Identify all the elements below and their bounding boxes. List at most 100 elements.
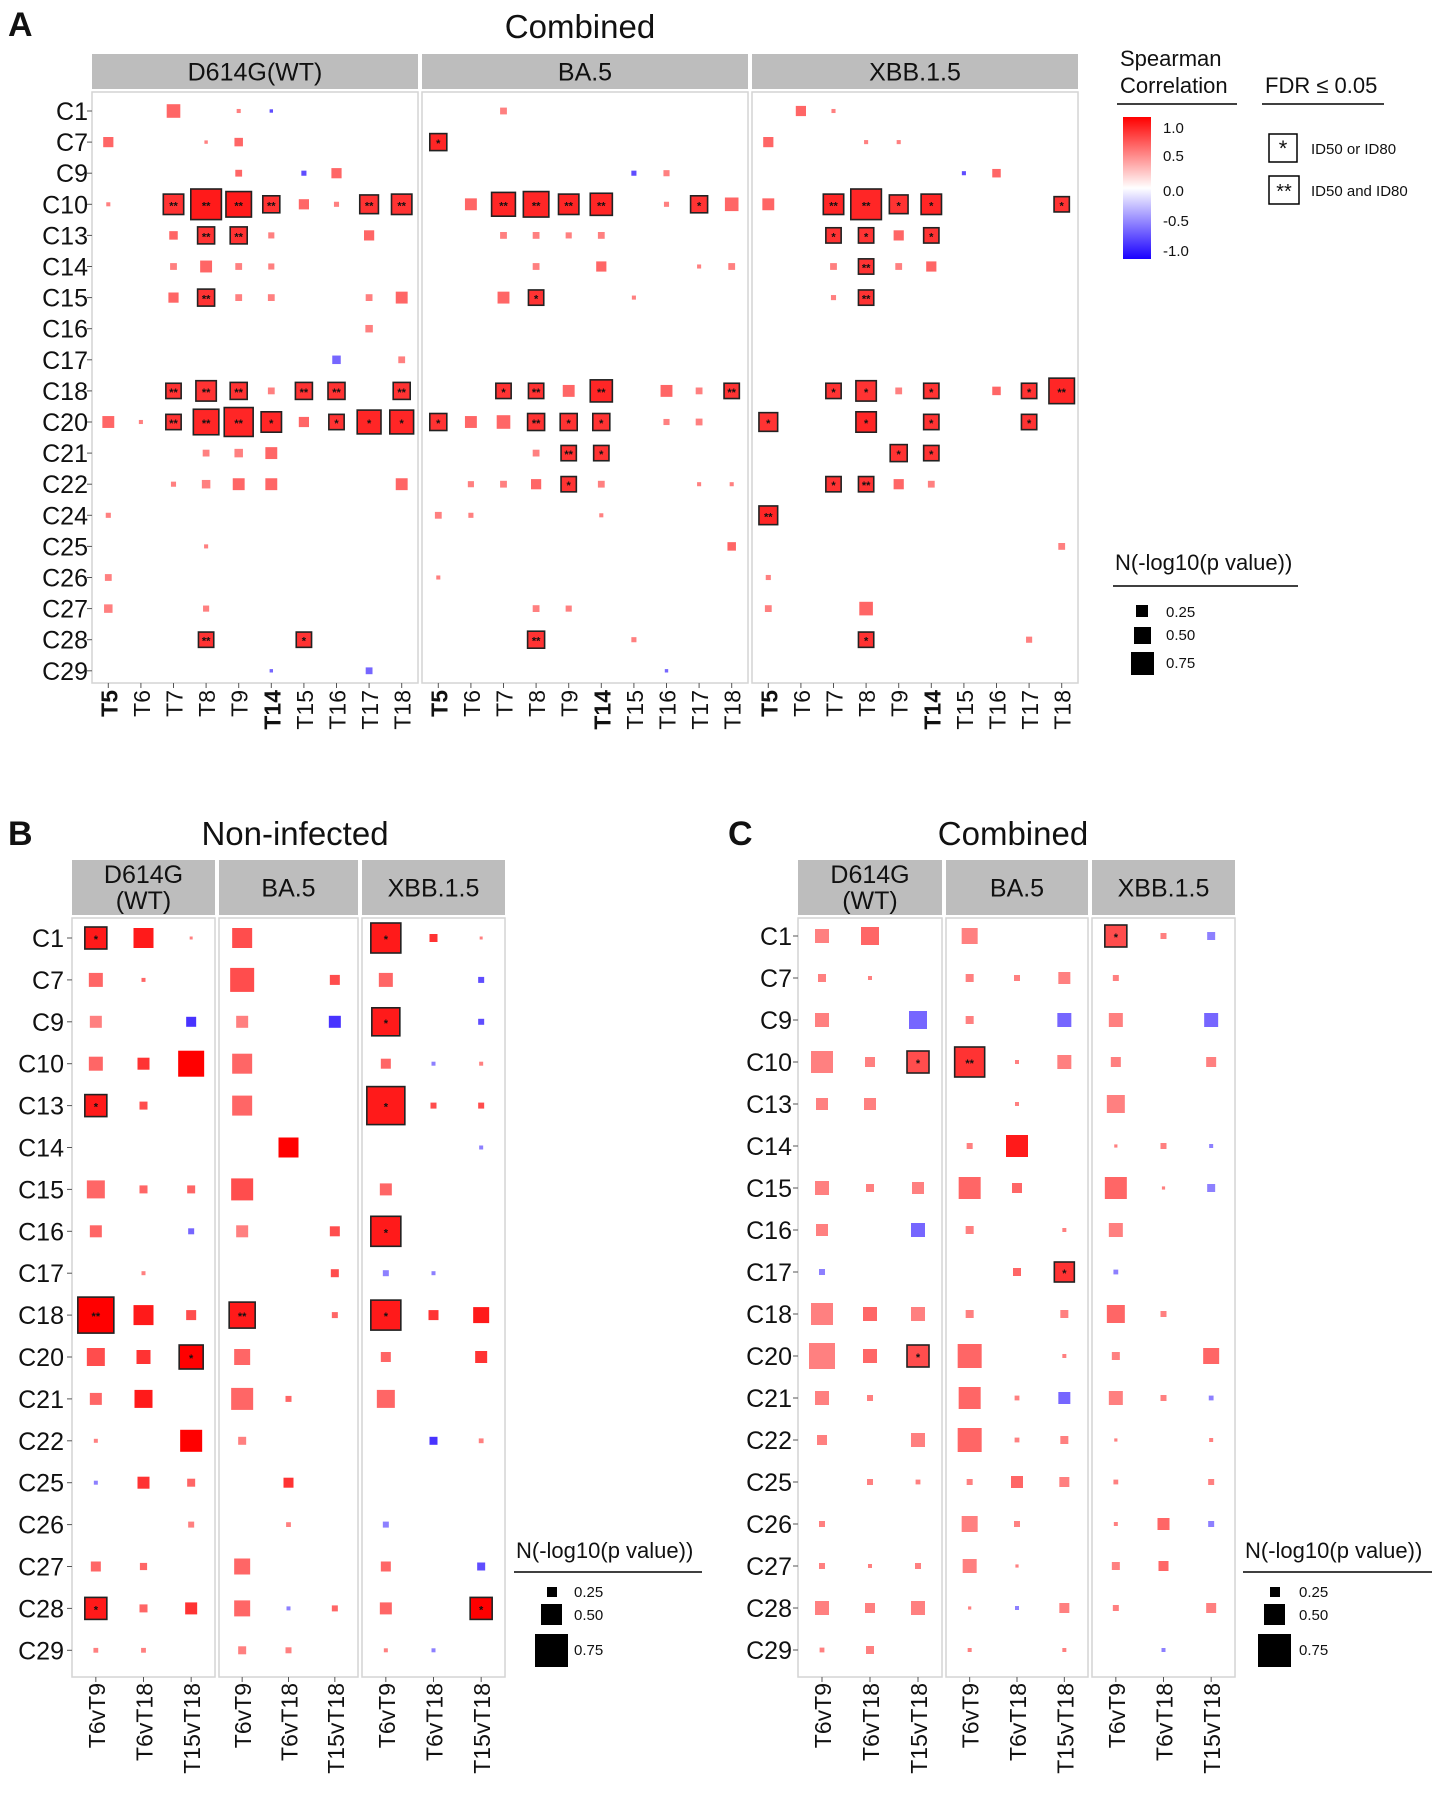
panel-b-row-label-c25: C25: [18, 1470, 64, 1498]
panel-a-facet-ba-5-cell-c10-t8: [522, 190, 550, 218]
spearman-legend-title-line1: Spearman: [1120, 46, 1222, 71]
panel-a-facet-xbb-1-5-cell-c18-t14: [922, 382, 940, 400]
panel-c-facet-xbb-1-5-strip: [1092, 860, 1235, 915]
panel-c-facet-d614g-wt-cell-c28-t15vt18: [911, 1601, 925, 1615]
panel-c-facet-ba-5-cell-c25-t6vt9: [966, 1479, 973, 1485]
panel-b-facet-ba-5-cell-c17-t15vt18: [330, 1269, 339, 1278]
panel-c-facet-d614g-wt-label-line1: D614G: [830, 861, 909, 889]
panel-b-facet-xbb-1-5-cell-c22-t6vt18: [429, 1436, 438, 1445]
panel-a-facet-d614g-wt-cell-c18-t18: [392, 381, 412, 401]
fdr-single-key-box: [1268, 133, 1298, 163]
panel-c-facet-ba-5-cell-c21-t6vt18: [1014, 1395, 1020, 1401]
panel-c-title: Combined: [938, 815, 1088, 852]
panel-c-facet-d614g-wt-cell-c1-t6vt18: [861, 927, 879, 945]
panel-c-facet-xbb-1-5-col-label-t15vt18: T15vT18: [1199, 1683, 1225, 1774]
panel-a-facet-d614g-wt-cell-c20-t18: [388, 409, 415, 435]
panel-a-row-label-c29: C29: [42, 658, 88, 686]
panel-c-facet-xbb-1-5-cell-c14-t15vt18: [1209, 1144, 1214, 1148]
panel-c-facet-ba-5-cell-c18-t15vt18: [1060, 1310, 1069, 1318]
panel-a-facet-ba-5-cell-c21-t9-fdr-mark: **: [564, 449, 573, 461]
panel-b-facet-xbb-1-5-cell-c17-t6vt9: [382, 1270, 389, 1277]
panel-a-row-label-c17: C17: [42, 347, 88, 375]
panel-a-facet-xbb-1-5-cell-c20-t5: [758, 411, 779, 433]
size-key-a-large: [1131, 652, 1154, 675]
panel-a-facet-d614g-wt-cell-c17-t16: [332, 355, 341, 365]
panel-b-facet-d614g-wt-cell-c21-t6vt18: [134, 1389, 153, 1408]
panel-a-facet-ba-5-cell-c18-t18-fdr-mark: **: [727, 387, 736, 399]
panel-a-facet-d614g-wt-cell-c15-t18: [395, 291, 408, 304]
panel-b-facet-d614g-wt-cell-c15-t6vt9: [86, 1180, 105, 1199]
panel-a-facet-ba-5-col-label-t14: T14: [589, 690, 615, 730]
panel-b-facet-d614g-wt-cell-c9-t6vt9: [89, 1015, 102, 1028]
size-key-b-medium: [541, 1604, 562, 1625]
panel-a-facet-ba-5-col-label-t17: T17: [687, 690, 713, 730]
panel-a-facet-d614g-wt-cell-c7-t8: [204, 140, 208, 144]
panel-a-facet-ba-5-cell-c15-t8: [527, 289, 545, 307]
panel-a-facet-d614g-wt-cell-c10-t16: [333, 201, 340, 207]
panel-a-facet-d614g-wt-cell-c10-t7-fdr-mark: **: [169, 200, 178, 212]
panel-b-facet-ba-5-cell-c14-t6vt18: [278, 1137, 299, 1158]
panel-b-facet-xbb-1-5-cell-c27-t15vt18: [477, 1562, 486, 1571]
panel-a-facet-d614g-wt-cell-c28-t15-fdr-mark: *: [302, 636, 307, 648]
panel-a-facet-ba-5-cell-c20-t17: [695, 418, 703, 426]
panel-a-facet-ba-5-cell-c22-t14: [597, 480, 605, 488]
panel-c-row-label-c21: C21: [746, 1385, 792, 1413]
panel-a-facet-xbb-1-5-cell-c15-t8: [857, 289, 875, 307]
panel-b-facet-xbb-1-5-cell-c10-t15vt18: [479, 1061, 484, 1066]
panel-a-facet-xbb-1-5-cell-c27-t8: [859, 601, 873, 616]
panel-b-facet-d614g-wt-cell-c27-t6vt18: [139, 1562, 148, 1571]
panel-a-facet-d614g-wt-cell-c20-t16-fdr-mark: *: [334, 418, 339, 430]
panel-a-facet-ba-5-cell-c21-t14: [592, 444, 610, 462]
panel-a-facet-xbb-1-5-cell-c1-t7: [831, 108, 836, 114]
panel-c-facet-d614g-wt-cell-c28-t6vt18: [865, 1603, 875, 1613]
panel-c-facet-ba-5-cell-c28-t6vt18: [1015, 1606, 1019, 1610]
panel-b-facet-d614g-wt-cell-c10-t6vt9: [88, 1056, 103, 1071]
panel-a-facet-xbb-1-5-cell-c20-t14: [922, 413, 940, 431]
panel-a-facet-xbb-1-5-panel: [751, 91, 1079, 684]
panel-c-facet-d614g-wt-cell-c26-t6vt9: [819, 1521, 825, 1527]
panel-a-facet-xbb-1-5-cell-c18-t17: [1020, 382, 1038, 400]
size-key-a-label-large: 0.75: [1166, 655, 1195, 672]
size-key-a-label-small: 0.25: [1166, 604, 1195, 621]
panel-a-facet-d614g-wt-cell-c20-t6: [138, 419, 143, 425]
panel-c-facet-d614g-wt-strip: [798, 860, 942, 915]
panel-a-facet-ba-5-cell-c10-t9-fdr-mark: **: [564, 200, 573, 212]
panel-a-facet-d614g-wt-cell-c10-t5: [106, 202, 111, 207]
panel-b-row-label-c20: C20: [18, 1344, 64, 1372]
panel-c-facet-xbb-1-5-label: XBB.1.5: [1118, 875, 1210, 903]
panel-c-facet-ba-5-cell-c7-t6vt9: [965, 974, 974, 982]
panel-a-facet-d614g-wt-cell-c14-t14: [268, 263, 275, 270]
panel-a-facet-xbb-1-5-cell-c7-t8: [864, 140, 869, 145]
panel-b-facet-xbb-1-5-cell-c1-t6vt9-fdr-mark: *: [384, 934, 389, 946]
panel-a-facet-d614g-wt-col-label-t14: T14: [259, 690, 285, 730]
panel-a-facet-xbb-1-5-cell-c13-t7-fdr-mark: *: [831, 231, 836, 243]
panel-a-facet-ba-5-cell-c18-t17: [695, 387, 703, 395]
panel-a-facet-xbb-1-5-cell-c21-t14: [922, 444, 940, 462]
panel-a-facet-d614g-wt-cell-c20-t15: [298, 416, 309, 428]
size-key-b-label-large: 0.75: [574, 1642, 603, 1659]
panel-a-facet-ba-5-cell-c24-t6: [468, 512, 474, 518]
panel-a-facet-xbb-1-5-cell-c14-t9: [895, 263, 903, 270]
color-tick-1: 1.0: [1163, 120, 1184, 137]
panel-a-facet-xbb-1-5-cell-c10-t9-fdr-mark: *: [897, 200, 902, 212]
panel-b-facet-d614g-wt-cell-c15-t6vt18: [139, 1185, 148, 1194]
panel-c-facet-ba-5-cell-c14-t6vt18: [1006, 1135, 1028, 1157]
panel-b-facet-d614g-wt-cell-c18-t6vt9: [77, 1296, 115, 1334]
panel-a-facet-xbb-1-5-col-label-t8: T8: [854, 690, 880, 717]
panel-b-facet-xbb-1-5-cell-c20-t15vt18: [475, 1351, 488, 1363]
panel-c-row-label-c25: C25: [746, 1469, 792, 1497]
panel-a-facet-ba-5-col-label-t9: T9: [557, 690, 583, 717]
panel-a-facet-d614g-wt-cell-c20-t9: [223, 406, 254, 438]
panel-a-row-label-c13: C13: [42, 222, 88, 250]
panel-b-facet-xbb-1-5-cell-c9-t15vt18: [478, 1018, 485, 1025]
panel-b-facet-d614g-wt-cell-c28-t15vt18: [185, 1602, 198, 1615]
panel-a-facet-d614g-wt-cell-c15-t14: [267, 294, 275, 301]
panel-a-facet-d614g-wt-cell-c13-t8: [196, 226, 216, 245]
panel-c-facet-d614g-wt-cell-c13-t6vt18: [864, 1098, 876, 1110]
panel-b-facet-ba-5-cell-c16-t6vt9: [236, 1225, 249, 1238]
panel-b-row-label-c29: C29: [18, 1637, 64, 1665]
panel-a-facet-d614g-wt-cell-c16-t17: [365, 324, 373, 333]
panel-c-row-label-c13: C13: [746, 1091, 792, 1119]
panel-a-facet-d614g-wt-cell-c10-t17: [358, 194, 380, 215]
